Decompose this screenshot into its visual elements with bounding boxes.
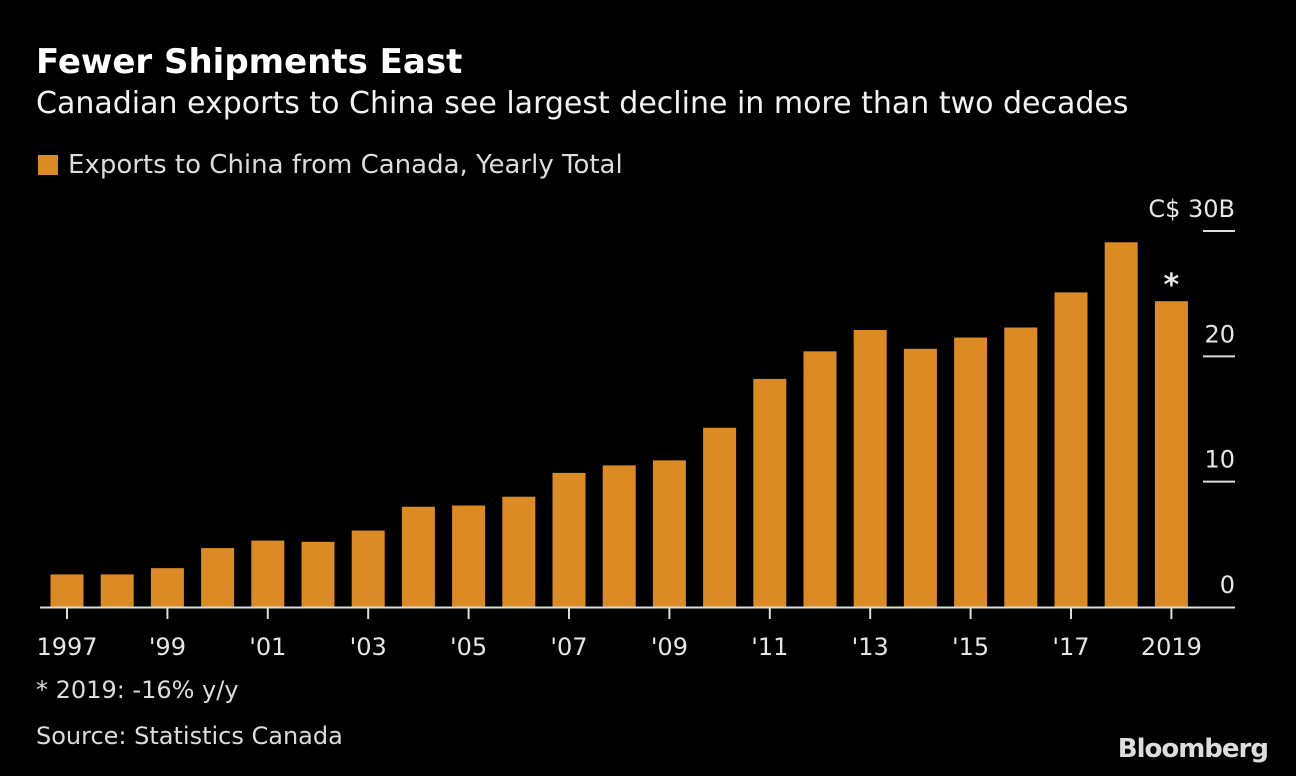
legend: Exports to China from Canada, Yearly Tot…	[38, 150, 623, 180]
x-tick-label-2011: '11	[751, 633, 788, 661]
bar-2008	[602, 465, 636, 607]
chart-subtitle: Canadian exports to China see largest de…	[36, 86, 1129, 121]
bar-2006	[502, 496, 536, 607]
bar-2000	[201, 548, 235, 607]
bar-1999	[150, 568, 184, 607]
x-tick-label-2019: 2019	[1141, 633, 1202, 661]
y-tick-label-10: 10	[1204, 446, 1235, 474]
bar-2009	[652, 460, 686, 607]
chart-title: Fewer Shipments East	[36, 42, 463, 82]
legend-label: Exports to China from Canada, Yearly Tot…	[68, 150, 623, 180]
footnote: * 2019: -16% y/y	[36, 676, 239, 704]
annotation-asterisk: *	[1164, 268, 1180, 303]
bar-1998	[100, 574, 134, 607]
bar-2011	[753, 378, 787, 607]
x-tick-label-2009: '09	[651, 633, 688, 661]
bar-2012	[803, 351, 837, 607]
bar-1997	[50, 574, 84, 607]
x-tick-label-2017: '17	[1052, 633, 1089, 661]
bar-2013	[853, 330, 887, 607]
bar-2010	[703, 427, 737, 607]
x-tick-label-2003: '03	[350, 633, 387, 661]
x-tick-label-2015: '15	[952, 633, 989, 661]
bar-2014	[903, 348, 937, 607]
bar-2005	[452, 505, 486, 607]
source-note: Source: Statistics Canada	[36, 722, 343, 750]
bar-2018	[1104, 242, 1138, 607]
bar-2004	[401, 506, 435, 607]
x-tick-label-2007: '07	[550, 633, 587, 661]
x-tick-label-2001: '01	[249, 633, 286, 661]
y-tick-label-30: C$ 30B	[1148, 195, 1235, 223]
bar-2017	[1054, 292, 1088, 607]
bar-2015	[954, 337, 988, 607]
bar-2019	[1154, 301, 1188, 607]
x-tick-label-2013: '13	[852, 633, 889, 661]
x-tick-label-2005: '05	[450, 633, 487, 661]
y-tick-label-20: 20	[1204, 320, 1235, 348]
bar-2002	[301, 541, 335, 607]
x-tick-label-1999: '99	[149, 633, 186, 661]
bloomberg-logo: Bloomberg	[1117, 734, 1269, 764]
bar-2003	[351, 530, 385, 607]
legend-swatch	[38, 155, 58, 175]
bar-2016	[1004, 327, 1038, 607]
bar-2007	[552, 472, 586, 607]
y-tick-label-0: 0	[1220, 571, 1235, 599]
bar-2001	[251, 540, 285, 607]
x-tick-label-1997: 1997	[36, 633, 97, 661]
